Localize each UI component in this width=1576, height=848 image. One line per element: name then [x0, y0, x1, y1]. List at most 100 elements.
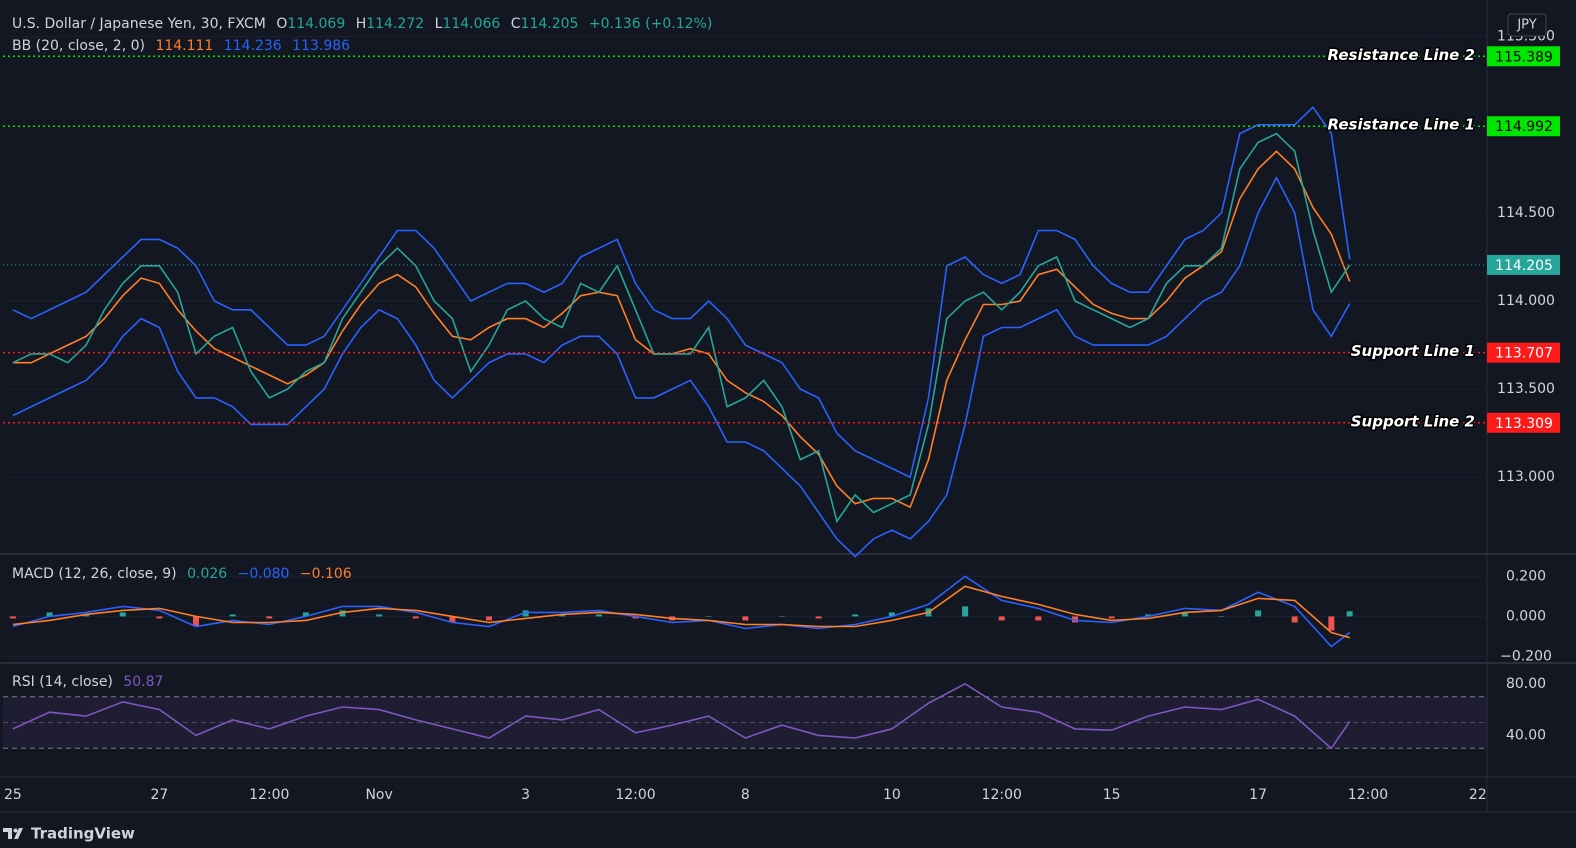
- level-label: Resistance Line 1: [1328, 116, 1475, 134]
- x-tick-label: 12:00: [615, 787, 655, 803]
- level-label: Support Line 1: [1351, 342, 1475, 360]
- histogram-bar: [559, 614, 566, 617]
- histogram-bar: [632, 616, 639, 619]
- histogram-bar: [998, 616, 1005, 621]
- price-badge: [1487, 46, 1560, 67]
- series-line: [12, 585, 1350, 639]
- series-line: [12, 150, 1351, 509]
- histogram-bar: [1291, 616, 1298, 623]
- histogram-bar: [9, 616, 16, 619]
- field-key: H: [355, 16, 367, 32]
- brand-logo: [3, 828, 23, 839]
- y-tick-label: 113.500: [1497, 381, 1555, 397]
- symbol-legend: U.S. Dollar / Japanese Yen, 30, FXCM O11…: [12, 16, 718, 32]
- field-key: C: [510, 16, 521, 32]
- y-tick-label: −0.200: [1500, 649, 1552, 665]
- currency: JPY: [1516, 18, 1536, 33]
- y-tick-label: 114.500: [1497, 205, 1555, 221]
- histogram-bar: [852, 614, 859, 617]
- indicator: BB (20, close, 2, 0): [12, 38, 145, 54]
- change: +0.136 (+0.12%): [588, 16, 713, 32]
- x-tick-label: 22: [1469, 787, 1487, 803]
- rsi-legend: RSI (14, close) 50.87: [12, 674, 169, 690]
- histogram-bar: [742, 616, 749, 621]
- histogram-bar: [119, 612, 126, 617]
- price-badge-label: 115.389: [1495, 49, 1553, 65]
- series-line: [12, 175, 1351, 558]
- price-badge: [1487, 342, 1560, 363]
- pane: 115.500114.500114.000113.500113.000114.2…: [3, 29, 1560, 558]
- histogram-bar: [193, 616, 200, 627]
- x-tick-label: 12:00: [982, 787, 1022, 803]
- pane: 0.200 0.000 −0.200: [3, 568, 1552, 665]
- logo: [3, 828, 23, 839]
- currency-box: [1507, 13, 1547, 37]
- price-badge: [1487, 254, 1560, 275]
- price-badge-label: 114.992: [1495, 119, 1553, 135]
- histogram-bar: [1328, 616, 1335, 631]
- y-tick-label: 114.000: [1497, 293, 1555, 309]
- y-tick-label: 113.000: [1497, 469, 1555, 485]
- indicator-value: −0.106: [299, 566, 352, 582]
- x-tick-label: 12:00: [249, 787, 289, 803]
- x-tick-label: 8: [741, 787, 750, 803]
- indicator: MACD (12, 26, close, 9): [12, 566, 177, 582]
- series-line: [12, 575, 1351, 648]
- x-tick-label: 17: [1249, 787, 1267, 803]
- histogram-bar: [705, 616, 712, 617]
- histogram-bar: [83, 614, 90, 617]
- x-tick-label: 27: [150, 787, 168, 803]
- indicator: RSI (14, close): [12, 674, 113, 690]
- brand: TradingView: [31, 825, 135, 843]
- bb-legend: BB (20, close, 2, 0) 114.111 114.236 113…: [12, 38, 356, 54]
- histogram-bar: [449, 616, 456, 623]
- histogram-bar: [485, 616, 492, 621]
- field-value: 114.066: [442, 16, 501, 32]
- histogram-bar: [778, 616, 785, 617]
- y-tick-label: 0.000: [1506, 608, 1546, 624]
- series-line: [12, 682, 1351, 750]
- series-line: [12, 132, 1351, 524]
- histogram-bar: [339, 610, 346, 617]
- x-tick-label: 12:00: [1348, 787, 1388, 803]
- level-label: Resistance Line 2: [1328, 46, 1475, 64]
- histogram-bar: [229, 614, 236, 617]
- histogram-bar: [962, 606, 969, 617]
- histogram-bar: [46, 612, 53, 617]
- histogram-bar: [1071, 616, 1078, 623]
- price-badge-label: 114.205: [1495, 258, 1553, 274]
- pane: 80.00 40.00: [3, 676, 1546, 750]
- level-label: Support Line 2: [1351, 412, 1475, 430]
- macd-legend: MACD (12, 26, close, 9) 0.026 −0.080 −0.…: [12, 566, 358, 582]
- price-badge-label: 113.309: [1495, 416, 1553, 432]
- x-tick-label: Nov: [365, 787, 392, 803]
- histogram-bar: [376, 614, 383, 617]
- price-badge-label: 113.707: [1495, 346, 1553, 362]
- price-badge: [1487, 116, 1560, 137]
- x-tick-label: 15: [1103, 787, 1121, 803]
- histogram-bar: [302, 612, 309, 617]
- series-line: [12, 105, 1351, 479]
- histogram-bar: [1255, 610, 1262, 617]
- field-value: 114.205: [520, 16, 579, 32]
- indicator-value: 0.026: [187, 566, 228, 582]
- x-tick-label: 3: [521, 787, 530, 803]
- histogram-bar: [1145, 614, 1152, 617]
- field-key: O: [276, 16, 288, 32]
- indicator-value: 114.111: [155, 38, 214, 54]
- histogram-bar: [815, 616, 822, 619]
- y-tick-label: 80.00: [1506, 676, 1546, 692]
- histogram-bar: [1035, 616, 1042, 621]
- histogram-bar: [1218, 616, 1225, 617]
- indicator-value: −0.080: [237, 566, 290, 582]
- histogram-bar: [1181, 612, 1188, 617]
- histogram-bar: [1346, 611, 1353, 617]
- histogram-bar: [888, 612, 895, 617]
- field-value: 114.069: [287, 16, 346, 32]
- plot: 25 27 12:00 Nov 3 12:00 8 10 12:00 15 17 12:00 22 115…: [3, 29, 1560, 803]
- price-badge: [1487, 412, 1560, 433]
- histogram-bar: [412, 616, 419, 619]
- field-key: L: [434, 16, 443, 32]
